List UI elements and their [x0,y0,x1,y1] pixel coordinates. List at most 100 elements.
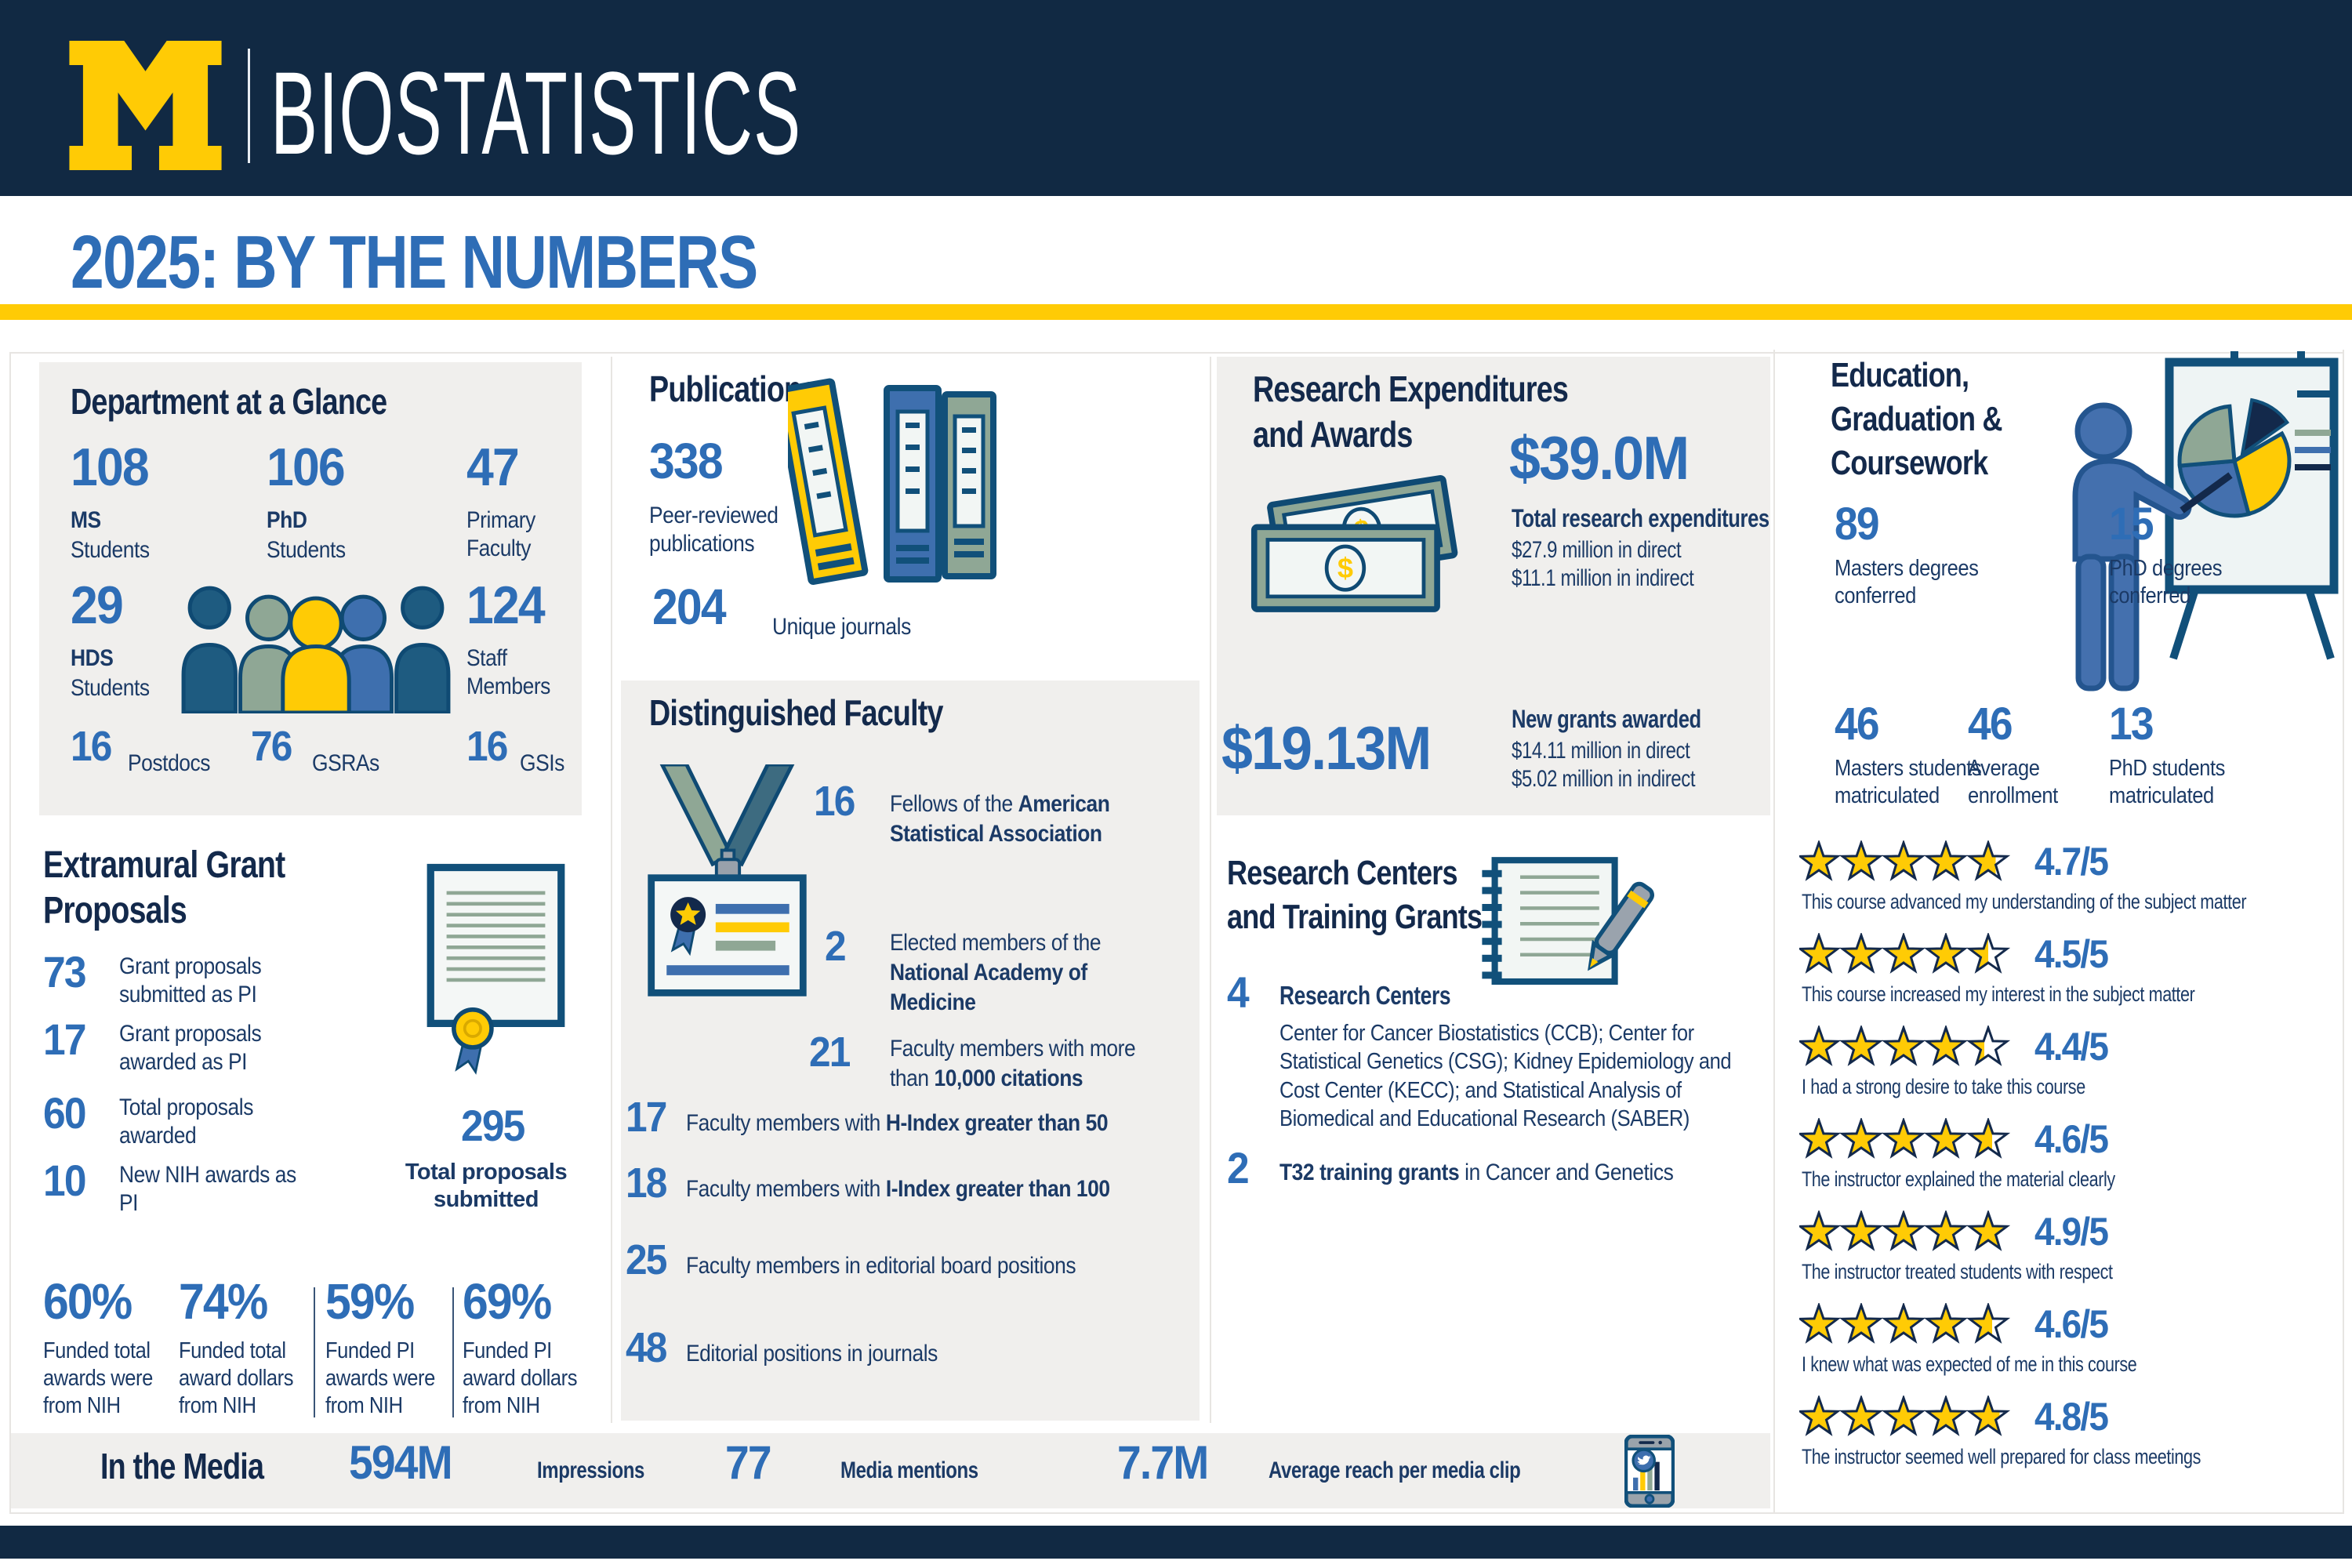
glance-ms-label: MS [71,507,101,533]
grants-item-value: 60 [43,1088,86,1138]
rating-score: 4.6/5 [2034,1302,2109,1346]
faculty-item-label: Faculty members in editorial board posit… [686,1253,1076,1279]
books-icon [788,378,996,585]
grants-pct-label: Funded total awards were from NIH [43,1338,153,1418]
label-text: than [890,1065,935,1091]
label-text: Faculty members with [686,1176,886,1202]
gutter-2 [1210,357,1211,1423]
grants-title-line2: Proposals [43,890,187,931]
grants-pct-label: Funded PI award dollars from NIH [463,1338,578,1418]
grants-item-label: Total proposals awarded [119,1094,253,1149]
label-text: Faculty members with [686,1110,886,1136]
centers-t32-label: T32 training grants in Cancer and Geneti… [1279,1159,1674,1187]
publications-peer-value: 338 [649,433,724,489]
glance-staff-label: Staff Members [466,645,550,699]
rating-caption: I had a strong desire to take this cours… [1802,1075,2085,1098]
faculty-item-label: Editorial positions in journals [686,1341,938,1367]
glance-staff-value: 124 [466,575,546,635]
media-stat-label: Media mentions [840,1457,978,1483]
phone-social-icon [1624,1435,1675,1508]
rating-score: 4.5/5 [2034,932,2109,976]
label-bold: T32 training grants [1279,1160,1460,1185]
education-stat-label: PhD degrees conferred [2109,556,2223,608]
grants-total-value: 295 [461,1101,525,1150]
glance-phd-label: PhD [267,507,307,533]
centers-count-label: Research Centers [1279,981,1451,1010]
glance-panel [39,362,582,815]
faculty-item-label: Medicine [890,989,976,1015]
glance-phd-value: 106 [267,437,346,497]
brand-name: BIOSTATISTICS [270,47,802,179]
grants-pct-value: 69% [463,1273,552,1330]
expenditures-title-line1: Research Expenditures [1253,368,1569,409]
grants-item-label: Grant proposals submitted as PI [119,953,262,1007]
rating-stars [1796,1394,2011,1440]
maize-rule [0,304,2352,320]
label-bold: 10,000 citations [934,1065,1083,1091]
frame-top [9,352,2343,354]
expenditures-title-line2: and Awards [1253,414,1413,455]
frame-right [2343,350,2344,1514]
certificate-icon [426,863,565,1075]
glance-gsras-label: GSRAs [312,750,379,776]
education-stat-label: Masters students matriculated [1835,756,1982,808]
rating-stars [1796,931,2011,978]
gutter-1 [611,357,612,1423]
glance-faculty-value: 47 [466,437,520,497]
block-m-logo-icon [69,41,222,170]
centers-title-line2: and Training Grants [1227,898,1483,936]
gutter-3 [1773,350,1775,1514]
svg-text:$: $ [1338,552,1353,584]
glance-ms-sublabel: Students [71,537,150,563]
rating-stars [1796,1116,2011,1163]
glance-gsis-value: 16 [466,723,508,770]
education-stat-label: Average enrollment [1968,756,2058,808]
media-stat-label: Impressions [537,1457,644,1483]
faculty-item-value: 25 [626,1236,667,1283]
label-bold: H-Index greater than 50 [885,1110,1109,1136]
rating-caption: The instructor explained the material cl… [1802,1167,2115,1191]
faculty-item-label: than 10,000 citations [890,1065,1083,1093]
faculty-item-label: National Academy of [890,960,1087,985]
expenditures-grants-heading: New grants awarded [1512,705,1701,733]
faculty-item-value: 16 [814,778,855,825]
rating-score: 4.7/5 [2034,840,2109,884]
media-stat-value: 7.7M [1117,1436,1209,1489]
publications-journal-value: 204 [652,579,727,635]
expenditures-total-heading: Total research expenditures [1512,504,1769,532]
education-title-line1: Education, [1831,356,1969,394]
label-bold: American [1018,791,1110,817]
expenditures-grants-indirect: $5.02 million in indirect [1512,766,1696,792]
grants-pct-divider [452,1287,454,1417]
media-panel [11,1433,1770,1508]
glance-gsras-value: 76 [251,723,292,770]
grants-pct-value: 60% [43,1273,132,1330]
rating-stars [1796,1024,2011,1070]
education-stat-value: 13 [2109,699,2154,750]
faculty-item-value: 17 [626,1094,667,1141]
rating-stars [1796,1301,2011,1348]
glance-gsis-label: GSIs [520,750,564,776]
glance-ms-value: 108 [71,437,150,497]
centers-count-value: 4 [1227,967,1250,1017]
faculty-item-label: Faculty members with H-Index greater tha… [686,1109,1109,1138]
rating-caption: The instructor seemed well prepared for … [1802,1445,2201,1468]
rating-caption: This course increased my interest in the… [1802,982,2195,1006]
frame-left [9,352,11,1512]
expenditures-total-indirect: $11.1 million in indirect [1512,565,1694,591]
glance-title: Department at a Glance [71,381,387,422]
rating-score: 4.4/5 [2034,1025,2109,1069]
education-stat-value: 46 [1835,699,1879,750]
media-stat-value: 77 [725,1436,772,1489]
rating-score: 4.9/5 [2034,1210,2109,1254]
rating-caption: I knew what was expected of me in this c… [1802,1352,2137,1376]
rating-stars [1796,1209,2011,1255]
education-stat-value: 46 [1968,699,2013,750]
label-text: Fellows of the [890,791,1018,817]
publications-peer-label: Peer-reviewed publications [649,503,779,557]
faculty-item-value: 2 [825,923,847,970]
rating-score: 4.6/5 [2034,1117,2109,1161]
grants-item-label: Grant proposals awarded as PI [119,1021,262,1075]
rating-stars [1796,839,2011,885]
rating-caption: The instructor treated students with res… [1802,1260,2113,1283]
